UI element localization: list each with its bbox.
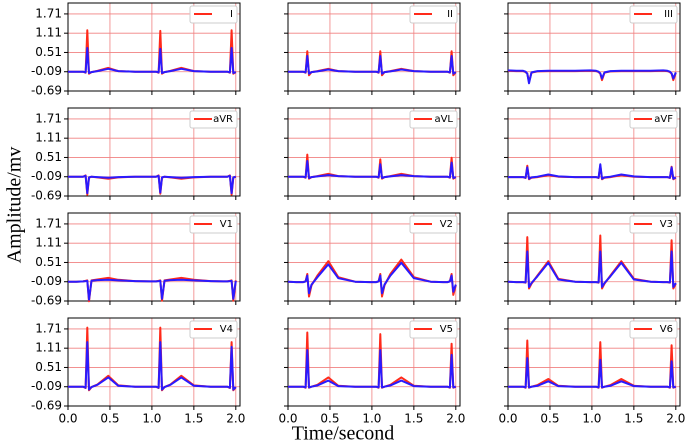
ecg-line <box>68 278 237 301</box>
legend-box <box>189 215 238 234</box>
legend-label: aVF <box>654 114 673 125</box>
legend-label: I <box>230 9 233 20</box>
ecg-panel: aVL <box>284 107 461 200</box>
y-tick-label: 1.71 <box>35 6 62 20</box>
ecg-line <box>68 341 237 391</box>
legend-box <box>189 110 238 129</box>
x-tick-label: 1.0 <box>582 412 601 426</box>
legend-box <box>629 110 678 129</box>
x-axis-title: Time/second <box>292 423 395 445</box>
ecg-line <box>507 69 677 85</box>
legend-box <box>189 5 238 24</box>
y-tick-label: 1.71 <box>35 321 62 335</box>
y-tick-label: 1.71 <box>35 216 62 230</box>
x-tick-label: 0.0 <box>58 412 77 426</box>
y-tick-label: -0.09 <box>31 64 62 78</box>
ecg-panel: V2 <box>284 212 461 305</box>
legend-label: V1 <box>220 219 233 230</box>
legend-label: II <box>447 9 453 20</box>
legend-box <box>629 320 678 339</box>
ecg-panel: 0.0 0.5 1.0 1.5 2.0 V5 <box>278 317 465 426</box>
x-tick-label: 1.5 <box>624 412 643 426</box>
ecg-line <box>288 55 457 75</box>
x-tick-label: 1.5 <box>404 412 423 426</box>
legend-box <box>629 5 678 24</box>
ecg-line <box>68 47 237 74</box>
y-tick-label: 1.11 <box>35 131 62 145</box>
ecg-line <box>508 163 677 180</box>
ecg-panel: -0.69 -0.09 0.51 1.11 1.71 I <box>31 2 241 98</box>
x-tick-label: 0.0 <box>498 412 517 426</box>
legend-label: aVL <box>434 114 453 125</box>
y-tick-label: 1.11 <box>35 26 62 40</box>
x-tick-label: 2.0 <box>666 412 685 426</box>
ecg-line <box>288 349 457 389</box>
y-tick-label: 0.51 <box>35 45 62 59</box>
ecg-panel: III <box>504 2 681 95</box>
y-tick-label: -0.09 <box>31 169 62 183</box>
x-tick-label: 0.0 <box>278 412 297 426</box>
plot-frame <box>507 2 681 92</box>
x-tick-label: 0.5 <box>320 412 339 426</box>
ecg-panel: 0.0 0.5 1.0 1.5 2.0 V6 <box>498 317 685 426</box>
y-tick-label: 1.71 <box>35 111 62 125</box>
legend-box <box>409 110 458 129</box>
y-tick-label: 1.11 <box>35 236 62 250</box>
legend-label: V5 <box>440 324 453 335</box>
plot-frame <box>287 2 461 92</box>
legend-box <box>189 320 238 339</box>
legend-box <box>409 5 458 24</box>
y-tick-label: -0.09 <box>31 274 62 288</box>
legend-label: V6 <box>660 324 673 335</box>
plot-frame <box>287 317 461 407</box>
x-tick-label: 0.5 <box>100 412 119 426</box>
plot-frame <box>507 107 681 197</box>
x-tick-label: 2.0 <box>226 412 245 426</box>
y-tick-label: 0.51 <box>35 360 62 374</box>
ecg-panel: -0.69 -0.09 0.51 1.11 1.71 0.0 0.5 1.0 1.5 2.0 V4 <box>31 317 245 426</box>
x-tick-label: 1.5 <box>184 412 203 426</box>
ecg-line <box>287 261 457 295</box>
legend-box <box>409 215 458 234</box>
y-tick-label: -0.69 <box>31 294 62 308</box>
legend-label: V3 <box>660 219 673 230</box>
ecg-panel: -0.69 -0.09 0.51 1.11 1.71 V1 <box>31 212 241 308</box>
ecg-panel: -0.69 -0.09 0.51 1.11 1.71 aVR <box>31 107 241 203</box>
ecg-line <box>288 160 457 179</box>
plot-frame <box>507 212 681 302</box>
y-tick-label: -0.09 <box>31 379 62 393</box>
ecg-panel: V3 <box>504 212 681 305</box>
y-tick-label: 0.51 <box>35 150 62 164</box>
plot-frame <box>67 107 241 197</box>
legend-label: III <box>664 9 673 20</box>
plot-frame <box>67 317 241 407</box>
legend-label: V2 <box>440 219 453 230</box>
y-axis-title: Amplitude/mv <box>4 147 26 264</box>
x-tick-label: 0.5 <box>540 412 559 426</box>
ecg-panel: aVF <box>504 107 681 200</box>
x-tick-label: 2.0 <box>446 412 465 426</box>
legend-box <box>409 320 458 339</box>
ecg-panel: II <box>284 2 461 95</box>
plot-frame <box>507 317 681 407</box>
legend-box <box>629 215 678 234</box>
plot-frame <box>67 212 241 302</box>
plot-frame <box>67 2 241 92</box>
y-tick-label: -0.69 <box>31 399 62 413</box>
x-tick-label: 1.0 <box>142 412 161 426</box>
ecg-line <box>68 174 237 195</box>
legend-label: aVR <box>213 114 233 125</box>
x-tick-label: 1.0 <box>362 412 381 426</box>
y-tick-label: -0.69 <box>31 84 62 98</box>
ecg-line <box>507 250 677 288</box>
legend-label: V4 <box>220 324 233 335</box>
ecg-line <box>508 357 677 389</box>
y-tick-label: 0.51 <box>35 255 62 269</box>
y-tick-label: -0.69 <box>31 189 62 203</box>
plot-frame <box>287 107 461 197</box>
plot-frame <box>287 212 461 302</box>
y-tick-label: 1.11 <box>35 341 62 355</box>
